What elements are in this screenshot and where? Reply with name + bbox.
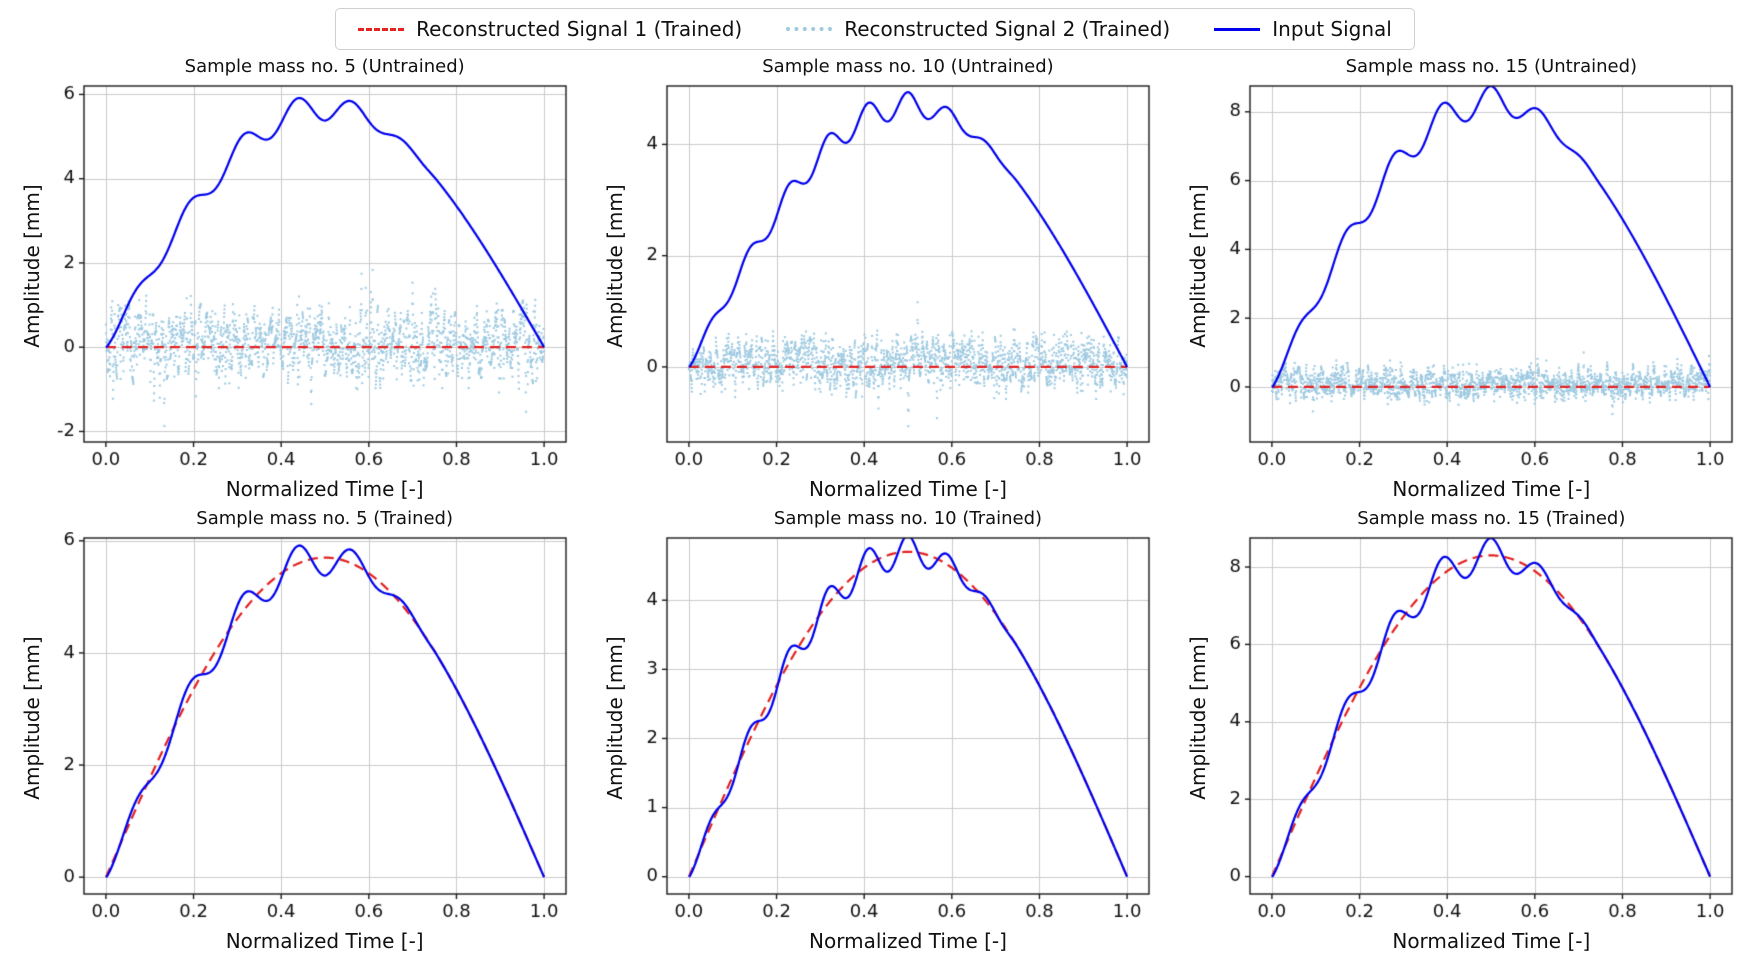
- plot-canvas: [1170, 532, 1747, 928]
- subplot-sample-mass-15-untrained: Sample mass no. 15 (Untrained) Amplitude…: [1167, 54, 1750, 506]
- legend-label: Input Signal: [1272, 17, 1392, 41]
- y-axis-label: Amplitude [mm]: [1186, 636, 1211, 800]
- x-axis-label: Normalized Time [-]: [809, 477, 1007, 501]
- plot-canvas: [586, 532, 1163, 928]
- dashed-line-sample-icon: [358, 27, 405, 31]
- subplot-title: Sample mass no. 15 (Untrained): [1345, 56, 1638, 77]
- x-axis-label: Normalized Time [-]: [809, 929, 1007, 953]
- figure-legend-wrap: Reconstructed Signal 1 (Trained) Reconst…: [0, 8, 1750, 50]
- legend-item-reconstructed-1: Reconstructed Signal 1 (Trained): [358, 17, 742, 41]
- y-axis-label: Amplitude [mm]: [19, 636, 44, 800]
- dotted-line-sample-icon: [786, 27, 833, 31]
- legend-item-input-signal: Input Signal: [1214, 17, 1392, 41]
- subplot-grid: Sample mass no. 5 (Untrained) Amplitude …: [0, 54, 1750, 958]
- y-axis-label: Amplitude [mm]: [602, 184, 627, 348]
- x-axis-label: Normalized Time [-]: [225, 929, 424, 953]
- subplot-sample-mass-10-untrained: Sample mass no. 10 (Untrained) Amplitude…: [583, 54, 1166, 506]
- y-axis-label: Amplitude [mm]: [1186, 184, 1211, 348]
- subplot-title: Sample mass no. 10 (Untrained): [762, 56, 1054, 77]
- legend-label: Reconstructed Signal 2 (Trained): [844, 17, 1171, 41]
- x-axis-label: Normalized Time [-]: [1392, 929, 1591, 953]
- subplot-sample-mass-15-trained: Sample mass no. 15 (Trained) Amplitude […: [1167, 506, 1750, 958]
- plot-canvas: [3, 532, 580, 928]
- x-axis-label: Normalized Time [-]: [1392, 477, 1591, 501]
- plot-canvas: [586, 80, 1163, 476]
- plot-canvas: [1170, 80, 1747, 476]
- subplot-sample-mass-5-untrained: Sample mass no. 5 (Untrained) Amplitude …: [0, 54, 583, 506]
- y-axis-label: Amplitude [mm]: [602, 636, 627, 800]
- legend-label: Reconstructed Signal 1 (Trained): [416, 17, 743, 41]
- plot-canvas: [3, 80, 580, 476]
- solid-line-sample-icon: [1214, 27, 1261, 31]
- subplot-sample-mass-5-trained: Sample mass no. 5 (Trained) Amplitude [m…: [0, 506, 583, 958]
- subplot-sample-mass-10-trained: Sample mass no. 10 (Trained) Amplitude […: [583, 506, 1166, 958]
- x-axis-label: Normalized Time [-]: [225, 477, 424, 501]
- subplot-title: Sample mass no. 15 (Trained): [1357, 508, 1626, 529]
- subplot-title: Sample mass no. 5 (Trained): [196, 508, 454, 529]
- figure-legend: Reconstructed Signal 1 (Trained) Reconst…: [335, 8, 1415, 50]
- y-axis-label: Amplitude [mm]: [19, 184, 44, 348]
- subplot-title: Sample mass no. 10 (Trained): [773, 508, 1043, 529]
- legend-item-reconstructed-2: Reconstructed Signal 2 (Trained): [786, 17, 1170, 41]
- subplot-title: Sample mass no. 5 (Untrained): [184, 56, 465, 77]
